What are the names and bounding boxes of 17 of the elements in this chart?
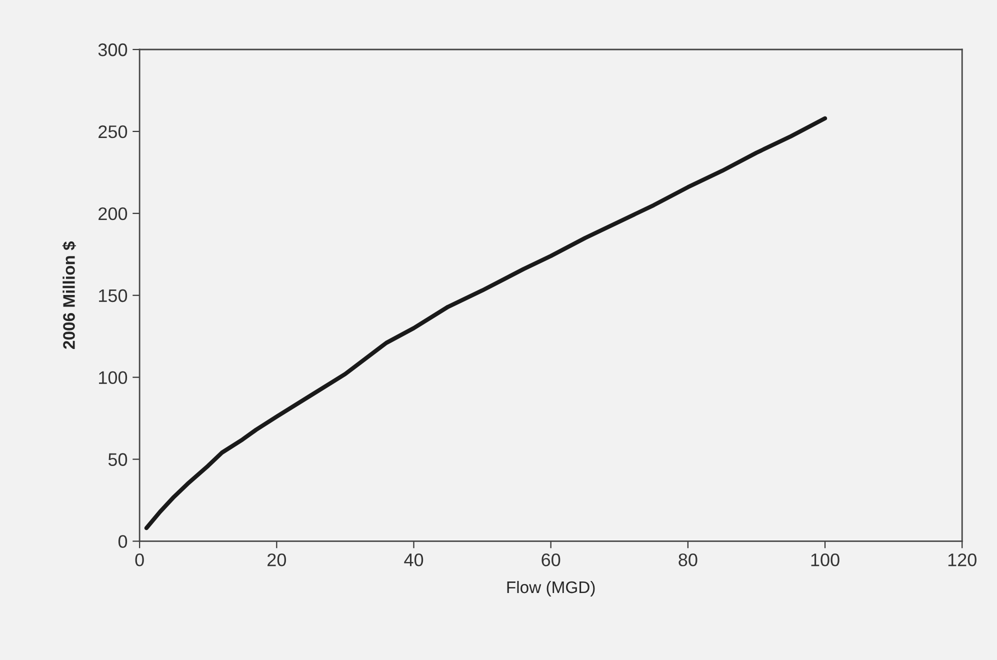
x-tick-label: 100 (811, 553, 840, 566)
x-tick-label: 40 (404, 553, 424, 566)
x-tick-label: 0 (135, 553, 144, 566)
x-tick-label: 60 (542, 553, 560, 566)
y-axis-title: 2006 Million $ (62, 241, 76, 349)
x-tick-label: 80 (678, 553, 698, 566)
y-tick-label: 250 (98, 125, 128, 138)
x-tick-label: 20 (268, 553, 286, 566)
y-tick-label: 50 (108, 453, 128, 466)
y-tick-label: 0 (118, 535, 128, 548)
x-axis-title: Flow (MGD) (507, 580, 595, 596)
x-tick-label: 120 (948, 553, 976, 566)
y-tick-label: 100 (99, 371, 128, 384)
line-series (144, 116, 828, 530)
y-tick-label: 150 (99, 289, 128, 302)
y-tick-label: 200 (98, 207, 128, 220)
y-tick-label: 300 (98, 43, 128, 56)
